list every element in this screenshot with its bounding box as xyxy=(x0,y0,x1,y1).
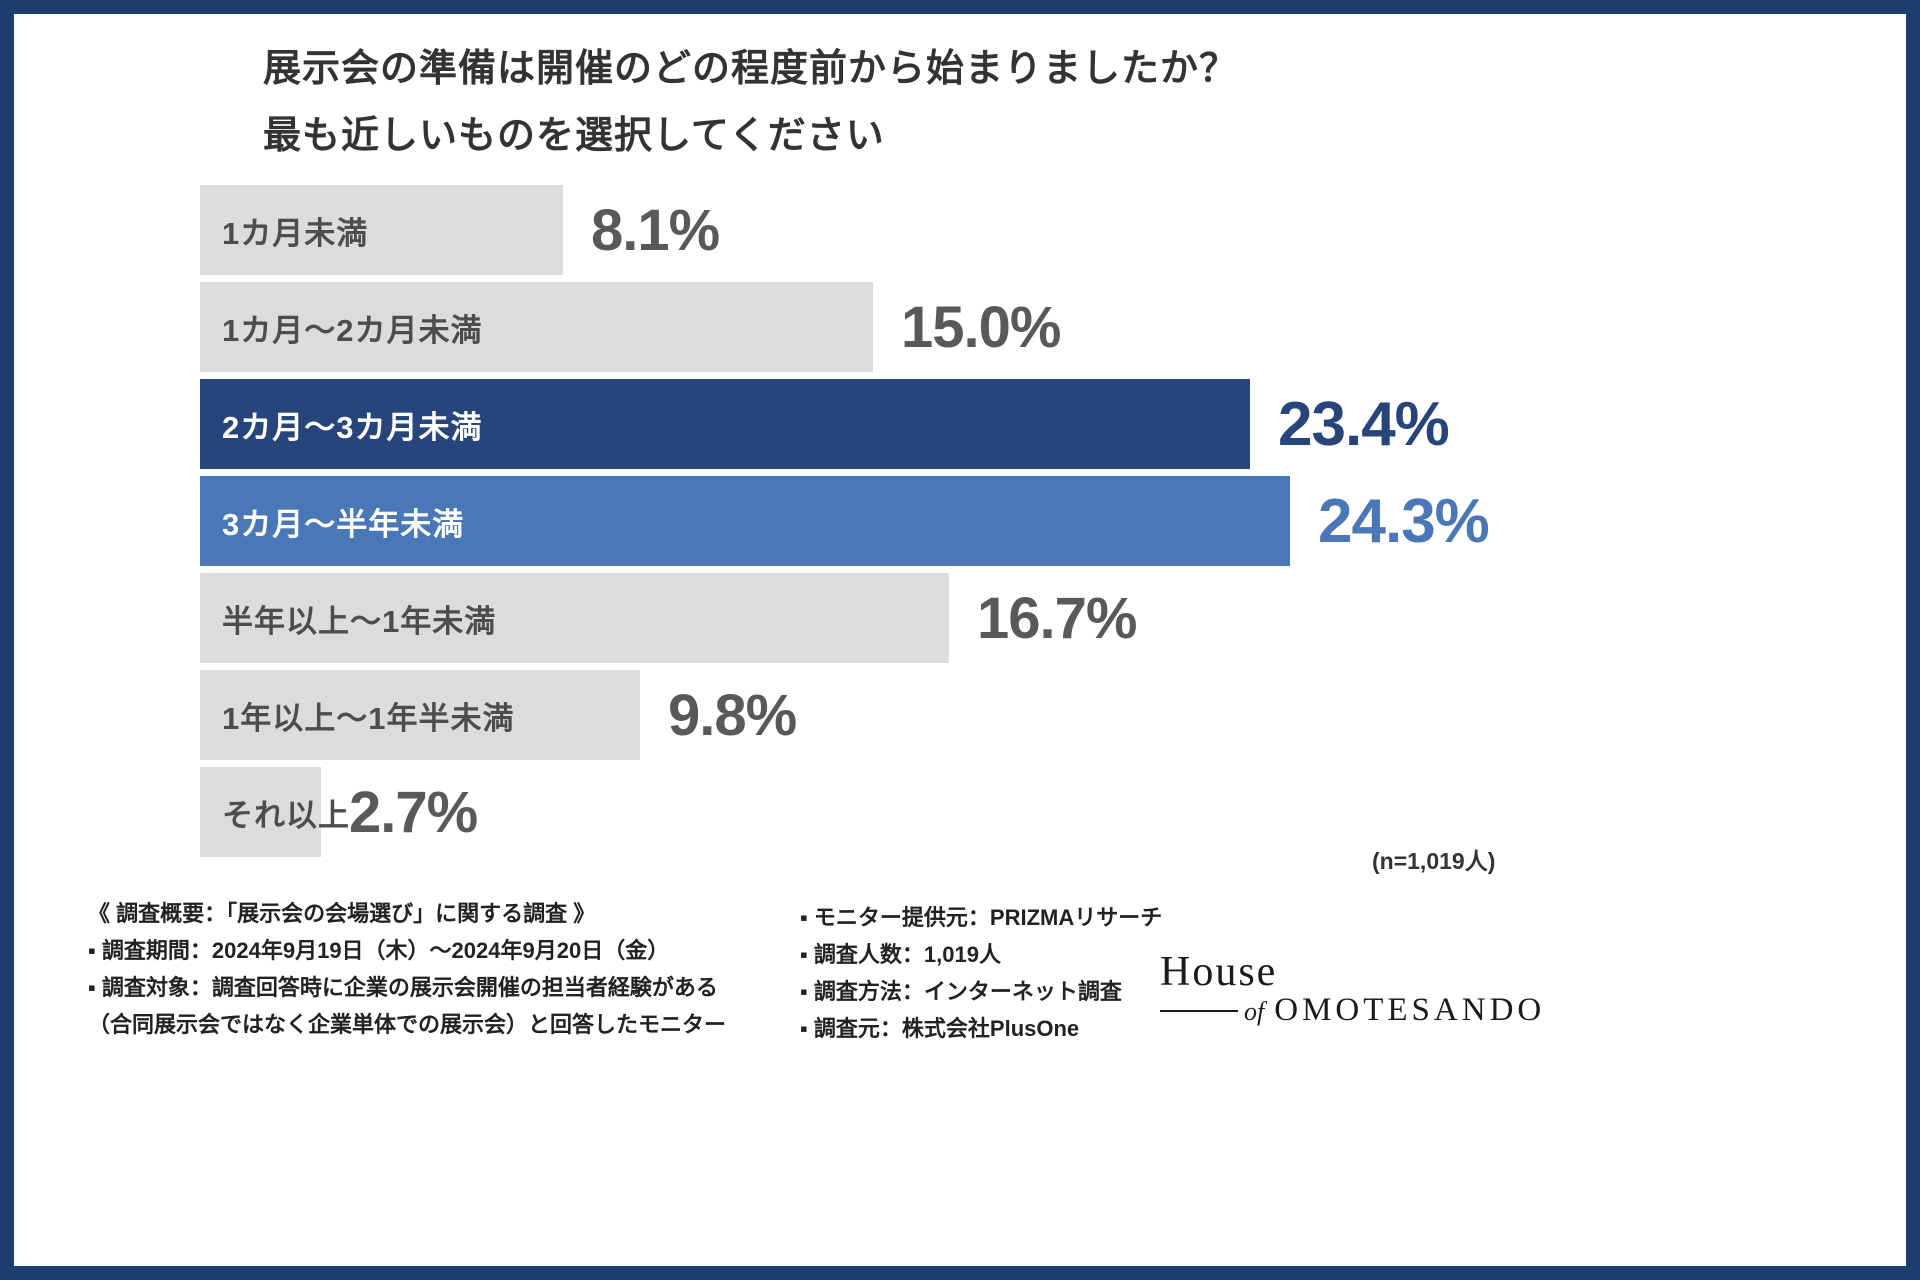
bar: 3カ月〜半年未満 xyxy=(200,476,1290,566)
brand-logo-rule xyxy=(1160,1009,1238,1012)
survey-line: ▪ 調査人数：1,019人 xyxy=(800,942,1001,967)
survey-line: （合同展示会ではなく企業単体での展示会）と回答したモニター xyxy=(88,1012,727,1037)
bar-value: 9.8% xyxy=(668,682,797,748)
bar-label: 1カ月未満 xyxy=(222,215,369,251)
chart-title-line1: 展示会の準備は開催のどの程度前から始まりましたか？ xyxy=(263,48,1239,90)
brand-logo-omotesando: OMOTESANDO xyxy=(1274,992,1546,1028)
bar-label: 2カ月〜3カ月未満 xyxy=(222,409,483,445)
chart-title-line2: 最も近しいものを選択してください xyxy=(263,114,885,157)
bar-value: 2.7% xyxy=(349,779,478,845)
bar-label: 1カ月〜2カ月未満 xyxy=(222,312,483,348)
survey-line: ▪ 調査元：株式会社PlusOne xyxy=(800,1016,1080,1041)
bar-label: それ以上 xyxy=(222,797,350,833)
survey-overview-right: ▪ モニター提供元：PRIZMAリサーチ ▪ 調査人数：1,019人 ▪ 調査方法：… xyxy=(800,899,1162,1047)
bar-row: 3カ月〜半年未満 24.3% xyxy=(200,476,1800,566)
survey-line: 《 調査概要：「展示会の会場選び」に関する調査 》 xyxy=(88,901,596,926)
bar: 半年以上〜1年未満 xyxy=(200,573,949,663)
survey-line: ▪ モニター提供元：PRIZMAリサーチ xyxy=(800,905,1163,930)
bar-row: 2カ月〜3カ月未満 23.4% xyxy=(200,379,1800,469)
survey-line: ▪ 調査期間：2024年9月19日（木）〜2024年9月20日（金） xyxy=(88,938,670,963)
bar-value: 24.3% xyxy=(1318,486,1490,556)
survey-overview-left: 《 調査概要：「展示会の会場選び」に関する調査 》 ▪ 調査期間：2024年9月1… xyxy=(88,895,726,1043)
bar-label: 3カ月〜半年未満 xyxy=(222,506,465,542)
survey-line: ▪ 調査方法：インターネット調査 xyxy=(800,979,1122,1004)
chart-title: 展示会の準備は開催のどの程度前から始まりましたか？ 最も近しいものを選択してくだ… xyxy=(263,36,1238,169)
bar: 1年以上〜1年半未満 xyxy=(200,670,640,760)
brand-logo-house: House xyxy=(1160,949,1278,995)
sample-size-note: (n=1,019人) xyxy=(1372,848,1496,874)
survey-line: ▪ 調査対象：調査回答時に企業の展示会開催の担当者経験がある xyxy=(88,975,718,1000)
bar-row: 1カ月未満 8.1% xyxy=(200,185,1800,275)
bar: それ以上 xyxy=(200,767,349,857)
brand-logo-of: of xyxy=(1244,997,1265,1026)
bar-value: 16.7% xyxy=(977,585,1137,651)
bar-value: 8.1% xyxy=(591,197,720,263)
bar-row: それ以上 2.7% xyxy=(200,767,1800,857)
bar-label: 1年以上〜1年半未満 xyxy=(222,700,515,736)
brand-logo-line2: of OMOTESANDO xyxy=(1160,992,1545,1029)
bar: 1カ月〜2カ月未満 xyxy=(200,282,873,372)
bar: 2カ月〜3カ月未満 xyxy=(200,379,1250,469)
bar: 1カ月未満 xyxy=(200,185,563,275)
brand-logo: House of OMOTESANDO xyxy=(1160,948,1545,1029)
bar-label: 半年以上〜1年未満 xyxy=(222,603,497,639)
bar-chart: 1カ月未満 8.1% 1カ月〜2カ月未満 15.0% 2カ月〜3カ月未満 23.4% 3カ月… xyxy=(200,185,1800,864)
bar-row: 1カ月〜2カ月未満 15.0% xyxy=(200,282,1800,372)
bar-row: 半年以上〜1年未満 16.7% xyxy=(200,573,1800,663)
bar-row: 1年以上〜1年半未満 9.8% xyxy=(200,670,1800,760)
bar-value: 23.4% xyxy=(1278,389,1450,459)
bar-value: 15.0% xyxy=(901,294,1061,360)
